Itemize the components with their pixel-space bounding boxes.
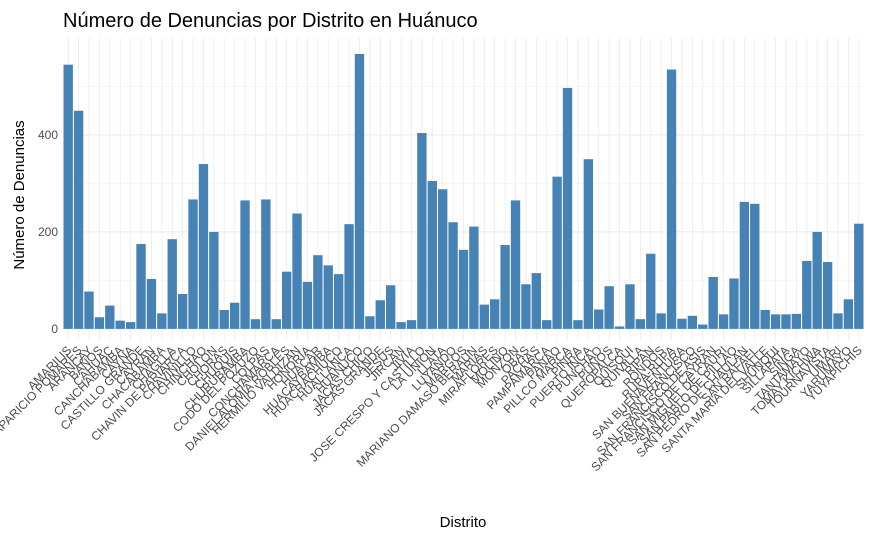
bar bbox=[479, 304, 489, 329]
bar bbox=[271, 319, 281, 329]
bar bbox=[386, 285, 396, 329]
bar bbox=[594, 309, 604, 329]
bar bbox=[854, 223, 864, 329]
bar bbox=[136, 244, 146, 329]
bar bbox=[344, 224, 354, 329]
bar bbox=[94, 317, 105, 329]
bar bbox=[833, 313, 843, 329]
bar bbox=[292, 213, 302, 329]
bar bbox=[750, 203, 760, 329]
bar bbox=[458, 249, 469, 329]
bar bbox=[625, 284, 635, 329]
bar bbox=[718, 314, 729, 329]
bar bbox=[250, 319, 261, 329]
bar bbox=[646, 253, 656, 329]
bar bbox=[770, 314, 781, 329]
bar bbox=[146, 278, 157, 329]
bar bbox=[167, 239, 177, 329]
bar bbox=[313, 255, 323, 329]
bar bbox=[354, 53, 365, 329]
bar bbox=[375, 300, 385, 329]
bar bbox=[84, 291, 94, 329]
bar bbox=[708, 277, 718, 329]
bar bbox=[656, 313, 666, 329]
bar bbox=[687, 315, 698, 329]
bar bbox=[157, 313, 167, 329]
bar bbox=[781, 314, 791, 329]
y-tick-label: 400 bbox=[38, 128, 58, 142]
bar bbox=[125, 322, 136, 329]
bar bbox=[521, 284, 531, 329]
bar bbox=[177, 293, 188, 329]
bar bbox=[333, 274, 344, 329]
y-axis-label: Número de Denuncias bbox=[11, 120, 28, 269]
bar bbox=[323, 265, 333, 329]
bar bbox=[219, 309, 229, 329]
bar bbox=[843, 299, 854, 329]
bar bbox=[552, 176, 562, 329]
bar bbox=[438, 189, 448, 329]
bar bbox=[261, 199, 271, 329]
bar bbox=[229, 302, 240, 329]
bar bbox=[573, 320, 583, 329]
bar bbox=[448, 222, 458, 329]
bar bbox=[698, 324, 708, 329]
bar bbox=[677, 318, 687, 329]
bar bbox=[417, 133, 427, 329]
bar bbox=[396, 322, 406, 329]
bar bbox=[105, 305, 115, 329]
bar bbox=[760, 309, 770, 329]
bar bbox=[802, 261, 812, 329]
bar bbox=[739, 201, 750, 329]
bar bbox=[490, 299, 500, 329]
bar bbox=[198, 164, 209, 329]
bar bbox=[729, 278, 739, 329]
bar bbox=[209, 231, 219, 329]
bar bbox=[614, 326, 625, 329]
x-axis-label: Distrito bbox=[440, 514, 487, 531]
bar bbox=[500, 245, 510, 329]
bar bbox=[469, 226, 479, 329]
y-tick-label: 0 bbox=[51, 322, 58, 336]
bar bbox=[583, 159, 594, 329]
bar bbox=[562, 87, 573, 329]
bar bbox=[365, 316, 375, 329]
bar bbox=[812, 231, 822, 329]
bar bbox=[63, 64, 73, 329]
bar bbox=[406, 320, 417, 329]
bar bbox=[604, 286, 614, 329]
bar bbox=[791, 313, 802, 329]
bar bbox=[73, 110, 84, 329]
bar bbox=[427, 181, 437, 329]
chart-title: Número de Denuncias por Distrito en Huán… bbox=[63, 10, 478, 32]
bar bbox=[115, 320, 125, 329]
bar bbox=[302, 281, 313, 329]
bar bbox=[635, 319, 646, 329]
bar bbox=[666, 69, 677, 329]
bar bbox=[281, 271, 292, 329]
bar bbox=[822, 261, 833, 329]
bar bbox=[542, 320, 552, 329]
bar bbox=[240, 200, 250, 329]
y-tick-label: 200 bbox=[38, 225, 58, 239]
bar bbox=[531, 273, 541, 329]
bar bbox=[188, 199, 198, 329]
bar bbox=[510, 200, 521, 329]
